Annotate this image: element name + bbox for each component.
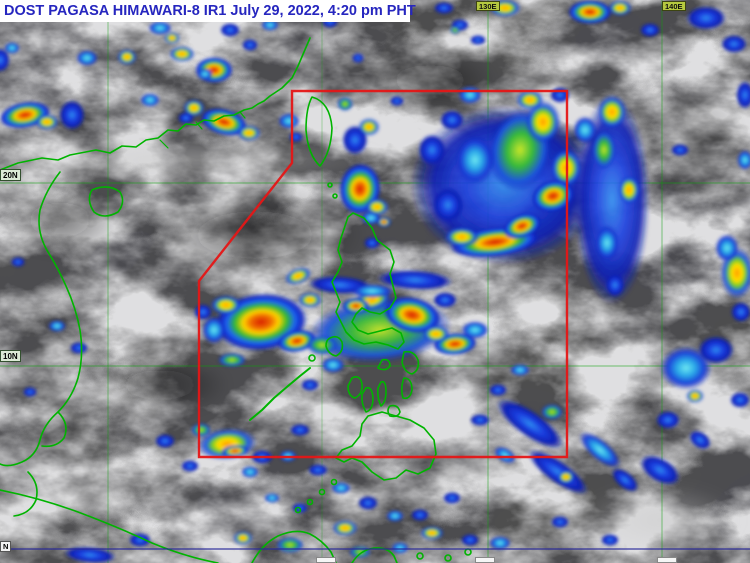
sabah-coastline — [251, 530, 337, 563]
cut-longitude-label-120e — [316, 557, 336, 563]
borneo-coastline — [0, 489, 219, 563]
mekong-delta-coast — [41, 411, 67, 448]
latitude-label-equator: N — [0, 541, 12, 552]
coastlines — [0, 37, 472, 563]
leyte-coastline — [400, 377, 413, 400]
taiwan-coastline — [305, 96, 333, 167]
celebes-coastline — [351, 547, 398, 563]
calamian-island — [308, 354, 316, 362]
sulu-archipelago — [294, 478, 338, 514]
mindoro-coastline — [325, 335, 344, 357]
mindanao-coastline — [335, 411, 437, 481]
cebu-coastline — [377, 380, 387, 407]
longitude-label-130e: 130E — [476, 1, 500, 11]
palawan-coastline — [249, 367, 311, 421]
latitude-label-10n: 10N — [0, 350, 21, 362]
gulf-of-thailand-coast — [13, 471, 38, 517]
negros-coastline — [361, 386, 374, 413]
panay-coastline — [347, 376, 363, 399]
samar-coastline — [401, 350, 420, 375]
china-coast-detail — [159, 111, 246, 149]
small-island-2 — [444, 554, 452, 562]
image-title: DOST PAGASA HIMAWARI-8 IR1 July 29, 2022… — [4, 3, 416, 19]
cut-longitude-label-140e — [657, 557, 677, 563]
batanes-island — [327, 182, 333, 188]
title-bar: DOST PAGASA HIMAWARI-8 IR1 July 29, 2022… — [0, 0, 416, 22]
masbate-coastline — [377, 358, 391, 371]
hainan-coastline — [88, 186, 124, 217]
vietnam-coastline — [0, 171, 83, 467]
par-boundary — [197, 89, 569, 459]
batanes-island-2 — [332, 193, 338, 199]
cut-longitude-label-130e — [475, 557, 495, 563]
small-island-1 — [416, 552, 424, 560]
china-coastline — [0, 37, 311, 171]
longitude-label-140e: 140E — [662, 1, 686, 11]
latitude-label-20n: 20N — [0, 169, 21, 181]
luzon-coastline — [331, 212, 405, 350]
